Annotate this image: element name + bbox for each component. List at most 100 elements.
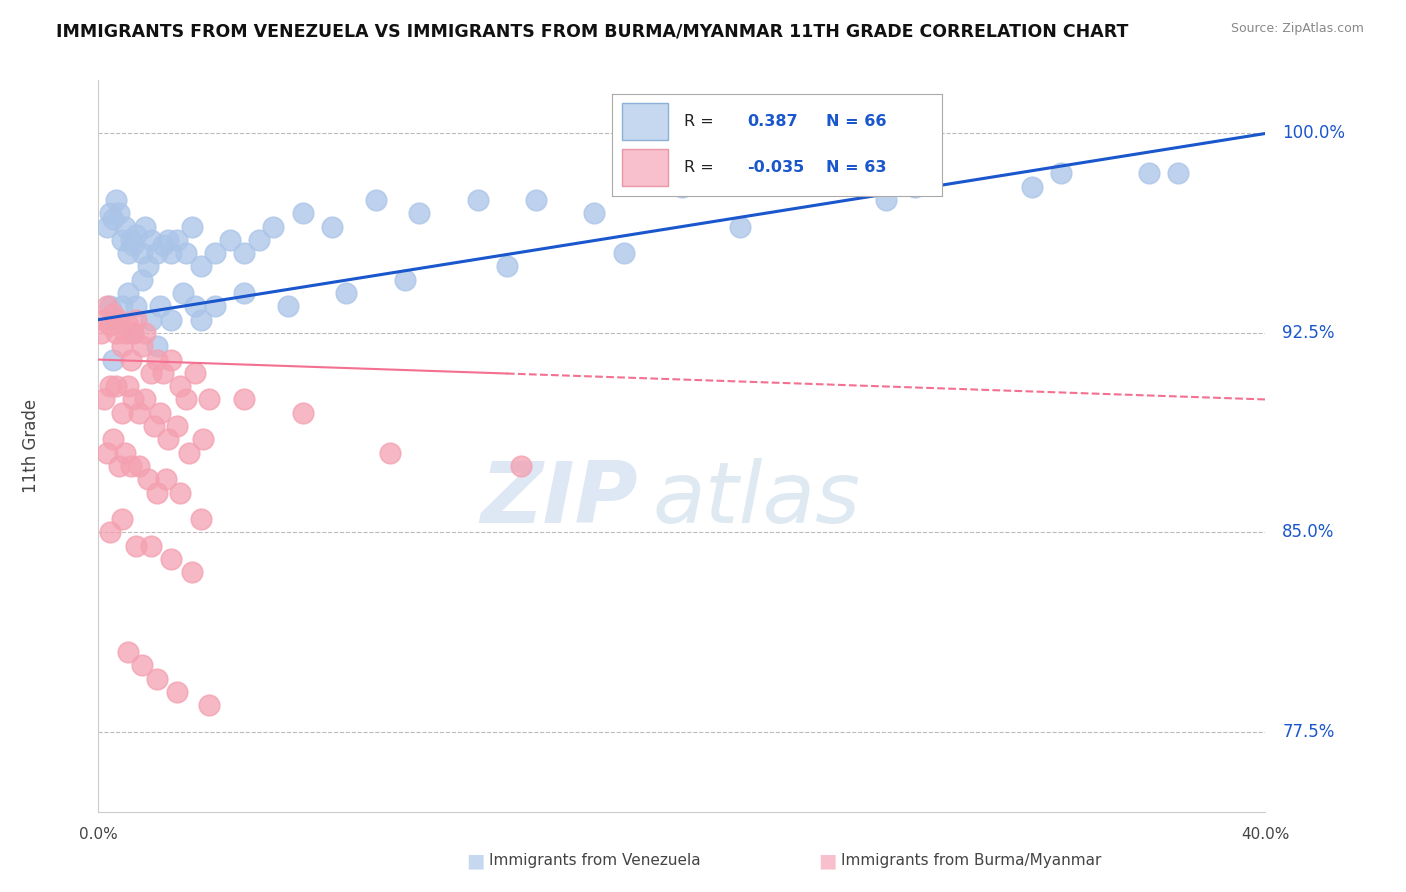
Point [128, 458, 150, 473]
Point [98, 206, 121, 220]
Point [177, 445, 200, 459]
Point [117, 318, 139, 332]
Point [136, 472, 159, 486]
Text: ZIP: ZIP [481, 458, 638, 541]
Point [96, 299, 118, 313]
Point [204, 299, 226, 313]
Text: 0.387: 0.387 [747, 114, 797, 128]
Text: Immigrants from Venezuela: Immigrants from Venezuela [489, 854, 702, 868]
Text: Source: ZipAtlas.com: Source: ZipAtlas.com [1230, 22, 1364, 36]
Point [114, 445, 136, 459]
Point [1050, 166, 1073, 180]
Point [149, 406, 172, 420]
Point [101, 211, 124, 226]
Point [134, 326, 156, 340]
Point [93, 392, 115, 407]
Text: atlas: atlas [652, 458, 860, 541]
Point [174, 392, 197, 407]
Point [378, 445, 402, 459]
Point [510, 458, 533, 473]
Point [98, 299, 121, 313]
Point [104, 379, 127, 393]
Point [204, 246, 226, 260]
Point [108, 458, 131, 473]
FancyBboxPatch shape [621, 149, 668, 186]
Point [166, 685, 188, 699]
Point [291, 206, 314, 220]
Point [183, 366, 205, 380]
Text: 40.0%: 40.0% [1241, 827, 1289, 841]
Point [160, 312, 183, 326]
Point [122, 392, 145, 407]
Point [904, 179, 927, 194]
Point [98, 318, 121, 332]
Point [125, 539, 148, 553]
Point [146, 352, 169, 367]
Point [131, 339, 153, 353]
Point [146, 485, 169, 500]
Text: N = 63: N = 63 [827, 160, 887, 175]
Text: R =: R = [685, 114, 714, 128]
Point [524, 193, 547, 207]
Point [335, 286, 357, 301]
Point [122, 238, 145, 252]
Point [180, 566, 202, 580]
Point [166, 233, 188, 247]
Point [142, 419, 165, 434]
Text: ■: ■ [467, 851, 485, 871]
Point [93, 312, 115, 326]
Text: 92.5%: 92.5% [1282, 324, 1334, 342]
Point [134, 219, 156, 234]
Point [139, 366, 162, 380]
Point [96, 445, 118, 459]
Point [131, 273, 153, 287]
Point [247, 233, 270, 247]
Point [233, 246, 256, 260]
Point [233, 286, 256, 301]
Point [134, 392, 156, 407]
Point [190, 512, 212, 526]
Point [117, 645, 139, 659]
Point [104, 312, 127, 326]
Point [146, 339, 169, 353]
Point [122, 326, 145, 340]
Text: N = 66: N = 66 [827, 114, 887, 128]
Point [111, 406, 134, 420]
Point [131, 658, 153, 673]
Text: 85.0%: 85.0% [1282, 524, 1334, 541]
Point [364, 193, 387, 207]
Point [174, 246, 197, 260]
Point [120, 233, 142, 247]
Text: 100.0%: 100.0% [1282, 125, 1346, 143]
Point [136, 260, 159, 274]
Point [114, 219, 136, 234]
Text: 11th Grade: 11th Grade [22, 399, 39, 493]
Point [117, 286, 139, 301]
Point [157, 233, 180, 247]
Point [152, 366, 174, 380]
Point [98, 525, 121, 540]
Point [1021, 179, 1043, 194]
Point [111, 512, 134, 526]
Point [155, 472, 177, 486]
Point [291, 406, 314, 420]
Point [190, 260, 212, 274]
Point [108, 312, 131, 326]
Point [875, 193, 897, 207]
Point [1137, 166, 1160, 180]
Point [117, 246, 139, 260]
Point [139, 539, 162, 553]
Point [101, 433, 124, 447]
Point [146, 672, 169, 686]
Point [125, 312, 148, 326]
Point [169, 485, 191, 500]
Point [408, 206, 430, 220]
Point [172, 286, 194, 301]
Point [495, 260, 517, 274]
Point [98, 379, 121, 393]
Point [149, 299, 172, 313]
Point [146, 246, 169, 260]
Point [131, 246, 153, 260]
Point [104, 326, 127, 340]
Point [671, 179, 693, 194]
